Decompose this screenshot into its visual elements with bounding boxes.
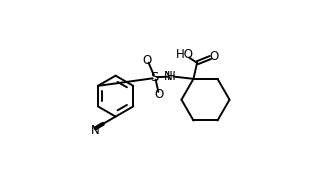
Text: HO: HO bbox=[175, 48, 194, 61]
Text: O: O bbox=[155, 88, 164, 101]
Text: N: N bbox=[164, 70, 173, 83]
Text: O: O bbox=[142, 54, 151, 67]
Text: H: H bbox=[167, 70, 176, 83]
Text: S: S bbox=[151, 71, 159, 84]
Text: O: O bbox=[209, 51, 218, 64]
Text: N: N bbox=[91, 124, 100, 137]
